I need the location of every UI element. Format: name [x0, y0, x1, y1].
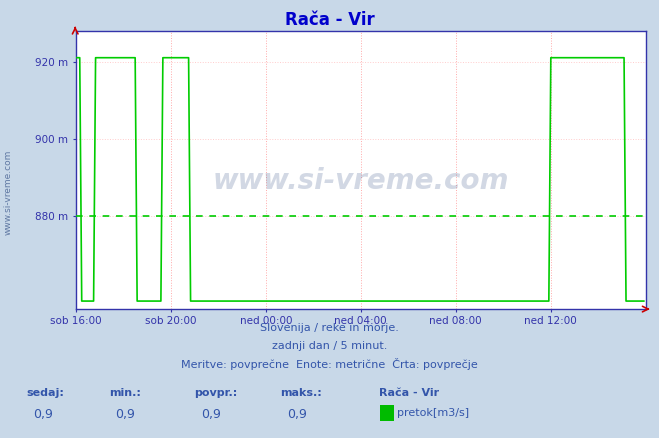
- Text: 0,9: 0,9: [33, 408, 53, 421]
- Text: 0,9: 0,9: [115, 408, 135, 421]
- Text: www.si-vreme.com: www.si-vreme.com: [213, 167, 509, 195]
- Text: Rača - Vir: Rača - Vir: [379, 388, 439, 398]
- Text: Rača - Vir: Rača - Vir: [285, 11, 374, 29]
- Text: 0,9: 0,9: [201, 408, 221, 421]
- Text: pretok[m3/s]: pretok[m3/s]: [397, 408, 469, 418]
- Text: Meritve: povprečne  Enote: metrične  Črta: povprečje: Meritve: povprečne Enote: metrične Črta:…: [181, 358, 478, 370]
- Text: zadnji dan / 5 minut.: zadnji dan / 5 minut.: [272, 341, 387, 351]
- Text: maks.:: maks.:: [280, 388, 322, 398]
- Text: sedaj:: sedaj:: [26, 388, 64, 398]
- Text: Slovenija / reke in morje.: Slovenija / reke in morje.: [260, 323, 399, 333]
- Text: min.:: min.:: [109, 388, 140, 398]
- Text: 0,9: 0,9: [287, 408, 306, 421]
- Text: www.si-vreme.com: www.si-vreme.com: [3, 150, 13, 235]
- Text: povpr.:: povpr.:: [194, 388, 238, 398]
